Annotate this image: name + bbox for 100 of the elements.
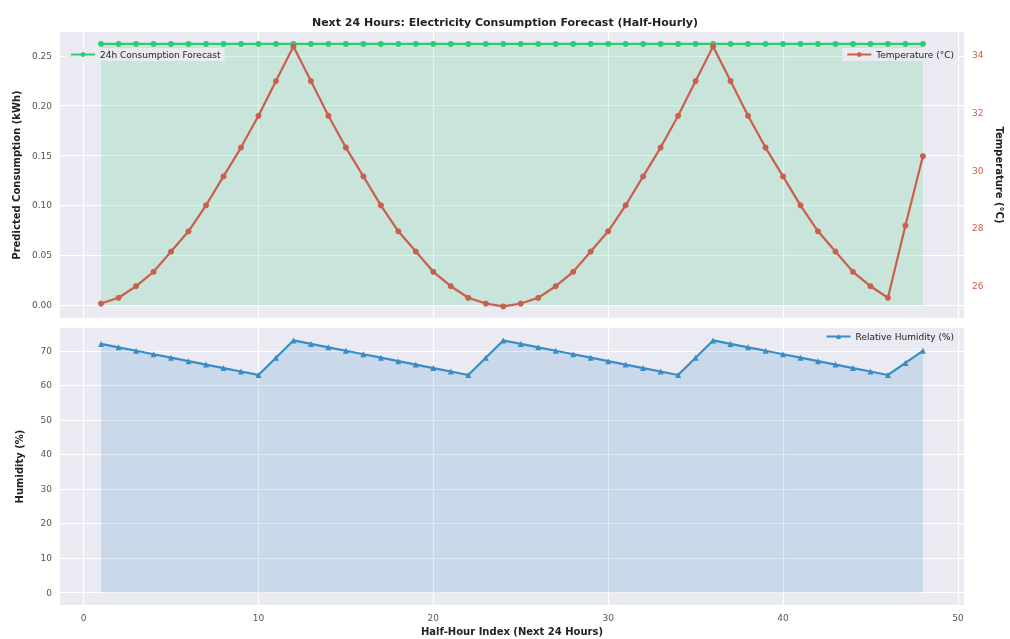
point — [412, 361, 419, 368]
point — [535, 294, 542, 301]
point — [797, 354, 804, 361]
y-tick-label: 70 — [40, 345, 53, 356]
point — [884, 371, 891, 378]
point — [552, 347, 559, 354]
point — [360, 173, 367, 180]
point — [237, 368, 244, 375]
point — [605, 358, 612, 365]
point — [849, 268, 856, 275]
y-tick-label: 0.00 — [31, 300, 53, 311]
y2-tick-label: 34 — [972, 50, 984, 61]
point — [657, 368, 664, 375]
y2-tick-label: 26 — [972, 281, 984, 292]
point — [203, 361, 209, 368]
point — [203, 202, 209, 209]
point — [692, 354, 699, 361]
point — [395, 228, 402, 235]
point — [168, 354, 175, 361]
point — [447, 283, 454, 290]
point — [307, 340, 314, 347]
point — [919, 153, 926, 160]
point — [255, 112, 262, 119]
point — [675, 371, 682, 378]
point — [342, 347, 349, 354]
point — [255, 371, 262, 378]
point — [815, 358, 821, 365]
point — [815, 228, 821, 235]
point — [640, 173, 647, 180]
point — [168, 248, 175, 255]
point — [622, 202, 629, 209]
point — [325, 112, 332, 119]
x-tick-label: 20 — [427, 612, 440, 623]
x-tick-label: 50 — [952, 612, 964, 623]
y-tick-label: 0.15 — [31, 150, 52, 161]
point — [884, 294, 891, 301]
point — [447, 368, 454, 375]
point — [98, 300, 105, 307]
x-tick-label: 10 — [252, 612, 265, 623]
point — [377, 354, 384, 361]
point — [150, 268, 157, 275]
y-axis-title: Predicted Consumption (kWh) — [10, 90, 22, 260]
point — [902, 359, 909, 366]
y-axis-title: Humidity (%) — [13, 429, 25, 504]
chart-title: Next 24 Hours: Electricity Consumption Forecast (Half-Hourly) — [311, 16, 699, 29]
y-tick-label: 60 — [40, 380, 53, 391]
point — [465, 371, 472, 378]
point — [675, 112, 682, 119]
point — [570, 268, 577, 275]
y-tick-label: 50 — [40, 414, 53, 425]
y2-tick-label: 30 — [972, 165, 984, 176]
point — [133, 347, 140, 354]
point — [832, 248, 839, 255]
y-tick-label: 0.25 — [31, 50, 52, 61]
point — [500, 303, 507, 310]
point — [849, 365, 856, 372]
point — [98, 340, 105, 347]
point — [237, 144, 244, 151]
y-tick-label: 30 — [40, 483, 53, 494]
point — [377, 202, 384, 209]
point — [412, 248, 419, 255]
point — [133, 283, 140, 290]
x-tick-label: 30 — [602, 612, 615, 623]
legend-label: Temperature (°C) — [875, 49, 955, 60]
point — [640, 365, 647, 372]
point — [587, 354, 594, 361]
point — [307, 78, 314, 85]
point — [342, 144, 349, 151]
point — [745, 112, 752, 119]
y-tick-label: 0 — [46, 587, 53, 598]
point — [657, 144, 664, 151]
point — [762, 347, 769, 354]
point — [552, 283, 559, 290]
point — [762, 144, 769, 151]
y-tick-label: 40 — [40, 449, 53, 460]
point — [150, 351, 157, 358]
point — [605, 228, 612, 235]
x-tick-label: 0 — [80, 612, 87, 623]
point — [220, 173, 227, 180]
y2-tick-label: 28 — [972, 223, 984, 234]
legend-label: 24h Consumption Forecast — [100, 49, 222, 60]
point — [185, 358, 192, 365]
legend-label: Relative Humidity (%) — [855, 331, 955, 342]
point — [832, 361, 839, 368]
y2-tick-label: 32 — [972, 107, 984, 118]
x-tick-label: 40 — [777, 612, 790, 623]
y-tick-label: 10 — [40, 553, 53, 564]
point — [692, 78, 699, 85]
point — [780, 351, 787, 358]
y-tick-label: 0.05 — [31, 250, 52, 261]
x-axis-title: Half-Hour Index (Next 24 Hours) — [421, 626, 603, 638]
y2-axis-title: Temperature (°C) — [993, 126, 1005, 224]
point — [622, 361, 629, 368]
point — [867, 368, 874, 375]
y-tick-label: 0.10 — [31, 200, 53, 211]
point — [867, 283, 874, 290]
point — [482, 300, 489, 307]
point — [220, 365, 227, 372]
point — [115, 344, 122, 351]
point — [465, 294, 472, 301]
